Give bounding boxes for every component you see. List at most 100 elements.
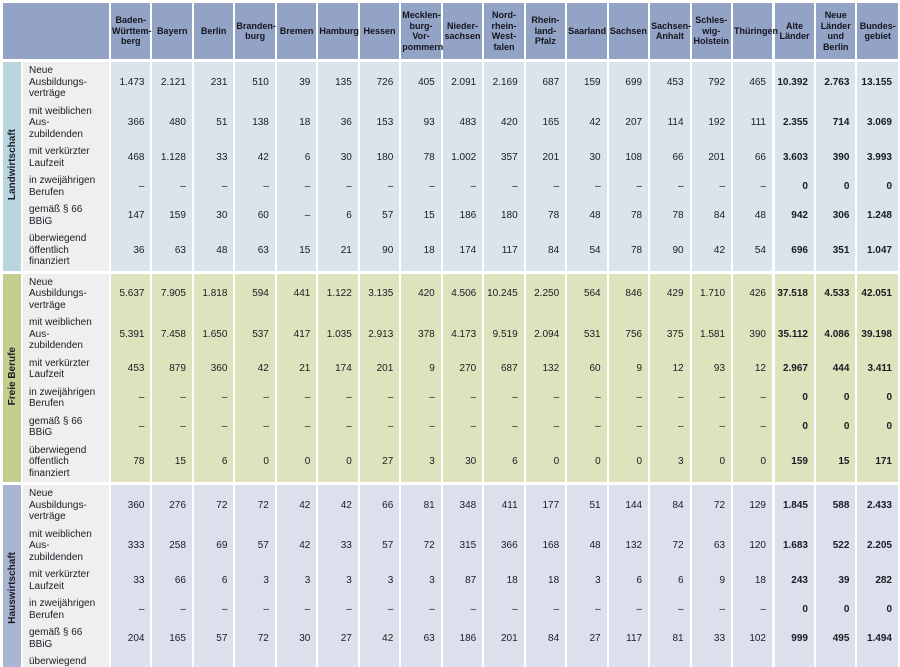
value-cell: – <box>566 383 609 413</box>
value-cell: 276 <box>151 482 194 526</box>
value-cell: 429 <box>649 270 692 314</box>
value-cell: 2.094 <box>524 314 568 355</box>
row-label: mit weiblichen Aus- zubildenden <box>22 102 111 143</box>
sector-label-text: Hauswirtschaft <box>6 551 18 624</box>
value-cell: 81 <box>649 624 692 653</box>
value-cell: 306 <box>814 201 858 230</box>
value-cell: 27 <box>566 624 609 653</box>
value-cell: 2.433 <box>856 482 898 526</box>
value-cell: – <box>649 595 692 624</box>
value-cell: 57 <box>234 525 277 566</box>
value-cell: 0 <box>234 441 277 484</box>
value-cell: 90 <box>358 230 402 272</box>
value-cell: 42 <box>275 525 319 566</box>
value-cell: 42 <box>234 354 277 384</box>
value-cell: 165 <box>524 102 568 143</box>
value-cell: 2.913 <box>358 314 402 355</box>
value-cell: 72 <box>690 482 734 526</box>
value-cell: 0 <box>814 595 858 624</box>
value-cell: 33 <box>690 653 734 667</box>
value-cell: 4.533 <box>814 270 858 314</box>
value-cell: 0 <box>814 412 858 442</box>
value-cell: 174 <box>317 354 360 384</box>
value-cell: 1.002 <box>441 143 485 172</box>
value-cell: 13.155 <box>856 60 898 103</box>
table-header-row: Baden- Württem- berg Bayern Berlin Branden-… <box>3 3 898 62</box>
value-cell: 6 <box>317 201 360 230</box>
row-label: überwiegend öffentlich finanziert <box>22 230 111 272</box>
table-row: überwiegend öffentlich finanziert 36 63 48 6… <box>3 230 898 272</box>
value-cell: 138 <box>607 653 651 667</box>
value-cell: 1.581 <box>690 314 734 355</box>
value-cell: – <box>441 412 485 442</box>
value-cell: 390 <box>814 143 858 172</box>
value-cell: 0 <box>814 383 858 413</box>
value-cell: 0 <box>771 172 816 201</box>
value-cell: 192 <box>690 102 734 143</box>
value-cell: 48 <box>566 525 609 566</box>
value-cell: 792 <box>690 60 734 103</box>
value-cell: 390 <box>732 314 775 355</box>
value-cell: 756 <box>607 314 651 355</box>
value-cell: 696 <box>771 230 816 272</box>
value-cell: 531 <box>566 314 609 355</box>
value-cell: 444 <box>814 354 858 384</box>
value-cell: 177 <box>524 482 568 526</box>
value-cell: – <box>358 412 402 442</box>
value-cell: 420 <box>483 102 526 143</box>
value-cell: 30 <box>317 143 360 172</box>
value-cell: – <box>649 412 692 442</box>
value-cell: 54 <box>732 230 775 272</box>
value-cell: 3.135 <box>358 270 402 314</box>
value-cell: – <box>400 595 443 624</box>
table-row: mit verkürzter Laufzeit 453 879 360 42 21 174 2… <box>3 354 898 384</box>
value-cell: 72 <box>400 525 443 566</box>
value-cell: – <box>275 172 319 201</box>
table-row: Hauswirtschaft Neue Ausbildungs- verträge… <box>3 482 898 667</box>
header-corner-cell <box>3 3 111 62</box>
value-cell: 0 <box>856 383 898 413</box>
value-cell: 51 <box>566 482 609 526</box>
value-cell: 846 <box>607 270 651 314</box>
value-cell: 3 <box>358 566 402 595</box>
value-cell: 1.650 <box>192 314 236 355</box>
value-cell: 417 <box>275 314 319 355</box>
value-cell: 63 <box>400 624 443 653</box>
value-cell: 120 <box>732 525 775 566</box>
value-cell: 6 <box>483 441 526 484</box>
value-cell: – <box>483 412 526 442</box>
value-cell: 537 <box>234 314 277 355</box>
value-cell: 468 <box>110 143 153 172</box>
value-cell: 3.603 <box>771 143 816 172</box>
value-cell: 30 <box>566 143 609 172</box>
value-cell: 942 <box>771 201 816 230</box>
value-cell: 6 <box>192 441 236 484</box>
value-cell: 35.112 <box>771 314 816 355</box>
value-cell: 9 <box>690 566 734 595</box>
value-cell: 84 <box>524 624 568 653</box>
value-cell: 30 <box>441 441 485 484</box>
column-header: Saarland <box>566 3 609 62</box>
value-cell: 171 <box>856 441 898 484</box>
value-cell: 39.198 <box>856 314 898 355</box>
value-cell: 54 <box>566 230 609 272</box>
value-cell: 3 <box>275 566 319 595</box>
value-cell: 66 <box>151 566 194 595</box>
sector-label-text: Freie Berufe <box>6 347 18 406</box>
value-cell: 420 <box>400 270 443 314</box>
column-header: Hamburg <box>317 3 360 62</box>
value-cell: 687 <box>483 354 526 384</box>
value-cell: – <box>234 172 277 201</box>
value-cell: 270 <box>441 354 485 384</box>
value-cell: 90 <box>649 230 692 272</box>
value-cell: 1.710 <box>690 270 734 314</box>
value-cell: – <box>732 383 775 413</box>
value-cell: 2.121 <box>151 60 194 103</box>
table-row: mit weiblichen Aus- zubildenden 5.391 7.45… <box>3 314 898 355</box>
table-row: mit weiblichen Aus- zubildenden 366 480 51 1… <box>3 102 898 143</box>
row-label: überwiegend öffentlich finanziert <box>22 441 111 484</box>
value-cell: 138 <box>234 102 277 143</box>
value-cell: – <box>732 172 775 201</box>
value-cell: 2.967 <box>771 354 816 384</box>
value-cell: 117 <box>607 624 651 653</box>
